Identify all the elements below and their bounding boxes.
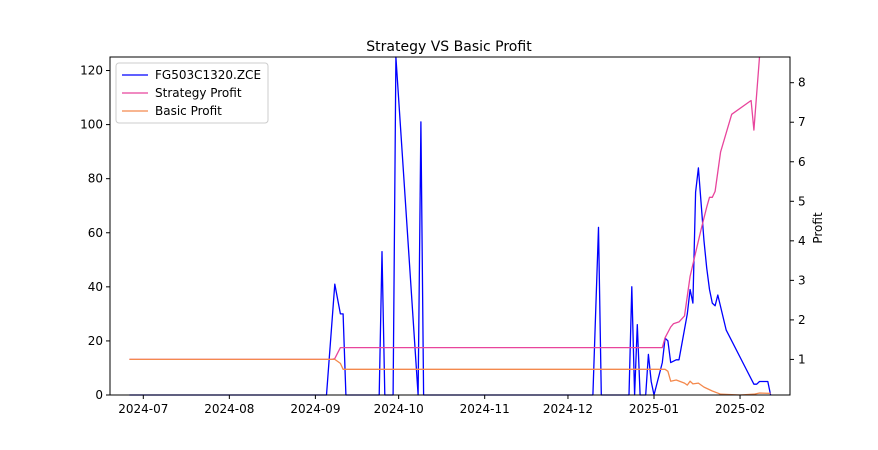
x-tick-label: 2024-11 bbox=[460, 402, 510, 416]
legend-label: Strategy Profit bbox=[155, 86, 242, 100]
left-y-tick-label: 120 bbox=[80, 64, 103, 78]
x-tick-label: 2024-09 bbox=[290, 402, 340, 416]
legend-label: Basic Profit bbox=[155, 104, 222, 118]
left-y-axis: 0 20 40 60 80 100 120 bbox=[80, 64, 110, 402]
x-tick-label: 2024-07 bbox=[118, 402, 168, 416]
left-y-tick-label: 80 bbox=[88, 172, 103, 186]
left-y-tick-label: 0 bbox=[95, 388, 103, 402]
x-tick-label: 2024-08 bbox=[204, 402, 254, 416]
right-y-tick-label: 1 bbox=[798, 352, 806, 366]
series-line-2 bbox=[129, 358, 771, 396]
left-y-tick-label: 100 bbox=[80, 118, 103, 132]
plot-frame bbox=[109, 56, 791, 396]
right-y-tick-label: 3 bbox=[798, 273, 806, 287]
x-tick-label: 2024-10 bbox=[374, 402, 424, 416]
right-y-axis: 1 2 3 4 5 6 7 8 bbox=[790, 76, 806, 366]
right-y-tick-label: 2 bbox=[798, 313, 806, 327]
x-axis: 2024-07 2024-08 2024-09 2024-10 2024-11 2024-… bbox=[118, 395, 765, 416]
right-y-tick-label: 5 bbox=[798, 194, 806, 208]
right-y-tick-label: 6 bbox=[798, 155, 806, 169]
left-y-tick-label: 40 bbox=[88, 280, 103, 294]
x-tick-label: 2025-02 bbox=[715, 402, 765, 416]
chart-title: Strategy VS Basic Profit bbox=[366, 39, 532, 55]
right-y-tick-label: 8 bbox=[798, 76, 806, 90]
right-y-tick-label: 4 bbox=[798, 234, 806, 248]
right-axis-label: Profit bbox=[811, 212, 825, 244]
right-y-tick-label: 7 bbox=[798, 115, 806, 129]
series-line-1 bbox=[129, 56, 761, 361]
left-y-tick-label: 20 bbox=[88, 334, 103, 348]
x-tick-label: 2024-12 bbox=[543, 402, 593, 416]
legend-label: FG503C1320.ZCE bbox=[155, 68, 261, 82]
x-tick-label: 2025-01 bbox=[629, 402, 679, 416]
left-y-tick-label: 60 bbox=[88, 226, 103, 240]
legend: FG503C1320.ZCE Strategy Profit Basic Profi… bbox=[115, 62, 269, 124]
legend-box bbox=[115, 62, 269, 124]
